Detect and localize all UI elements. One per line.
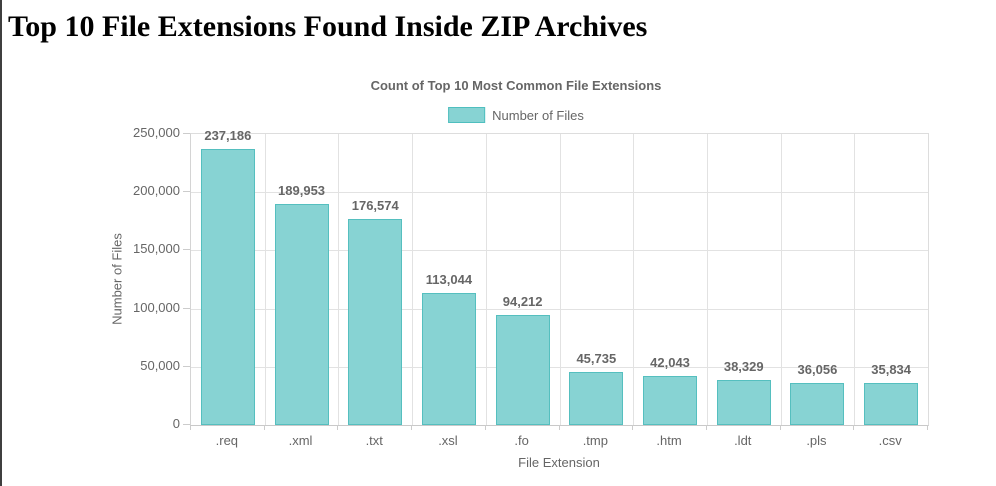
x-gridline [780, 134, 782, 425]
x-tick-mark [411, 425, 413, 430]
bar-value-label: 113,044 [425, 272, 473, 287]
y-tick-mark [183, 133, 190, 134]
x-category-label: .csv [878, 433, 902, 448]
x-tick-mark [705, 425, 707, 430]
bar[interactable] [495, 315, 550, 425]
x-tick-mark [558, 425, 560, 430]
bar-value-label: 42,043 [650, 355, 690, 370]
x-gridline [559, 134, 561, 425]
y-tick-mark [183, 365, 190, 367]
y-tick-label: 100,000 [133, 299, 180, 315]
y-tick-mark [183, 191, 190, 193]
x-category-label: .fo [514, 433, 529, 448]
window-left-border [0, 0, 2, 486]
bar-value-label: 176,574 [351, 198, 399, 213]
y-tick-label: 200,000 [133, 183, 180, 199]
y-tick-label: 250,000 [133, 125, 180, 140]
x-category-label: .ldt [734, 433, 752, 448]
bar[interactable] [200, 149, 255, 425]
x-category-label: .xsl [438, 433, 458, 448]
x-category-label: .xml [288, 433, 313, 448]
legend[interactable]: Number of Files [448, 107, 584, 123]
bar[interactable] [421, 293, 476, 425]
y-tick-mark [183, 424, 190, 425]
bar-value-label: 94,212 [502, 294, 543, 309]
plot-area: 237,186 189,953 176,574 113,044 94,212 45,735… [190, 128, 929, 426]
x-tick-mark [190, 425, 191, 430]
bar[interactable] [569, 372, 624, 425]
bar[interactable] [790, 383, 845, 425]
x-gridline [412, 134, 414, 425]
x-gridline [485, 134, 487, 425]
y-tick-label: 50,000 [140, 357, 180, 373]
bar-value-label: 38,329 [723, 359, 764, 374]
x-gridline [633, 134, 635, 425]
bar-value-label: 35,834 [871, 362, 912, 377]
x-gridline [264, 134, 266, 425]
page-title: Top 10 File Extensions Found Inside ZIP … [8, 10, 648, 43]
y-tick-label: 150,000 [133, 241, 180, 257]
x-category-label: .req [215, 433, 239, 448]
x-category-label: .txt [365, 433, 383, 448]
x-tick-mark [484, 425, 486, 430]
x-tick-mark [779, 425, 781, 430]
bar-value-label: 189,953 [278, 183, 326, 198]
legend-label: Number of Files [492, 107, 584, 123]
legend-swatch-icon [448, 107, 486, 123]
x-tick-mark [853, 425, 855, 430]
y-tick-label: 0 [172, 416, 180, 431]
bar[interactable] [348, 219, 403, 425]
x-tick-mark [632, 425, 634, 430]
bar[interactable] [643, 376, 698, 425]
y-tick-mark [183, 307, 190, 309]
x-category-label: .tmp [582, 433, 608, 448]
x-gridline [854, 134, 856, 425]
bar-value-label: 45,735 [576, 351, 617, 366]
y-tick-mark [183, 249, 190, 251]
x-tick-mark [337, 425, 339, 430]
x-gridline [338, 134, 340, 425]
x-tick-mark [927, 425, 928, 430]
x-category-label: .pls [806, 433, 827, 448]
x-gridline [706, 134, 708, 425]
bar-value-label: 36,056 [797, 362, 838, 377]
bar[interactable] [716, 380, 771, 425]
bar[interactable] [864, 383, 919, 425]
x-category-label: .htm [656, 433, 682, 448]
bar-value-label: 237,186 [204, 128, 252, 143]
bar[interactable] [274, 204, 329, 425]
chart-title: Count of Top 10 Most Common File Extensi… [370, 78, 662, 93]
x-tick-mark [263, 425, 265, 430]
x-axis-title: File Extension [518, 455, 600, 470]
